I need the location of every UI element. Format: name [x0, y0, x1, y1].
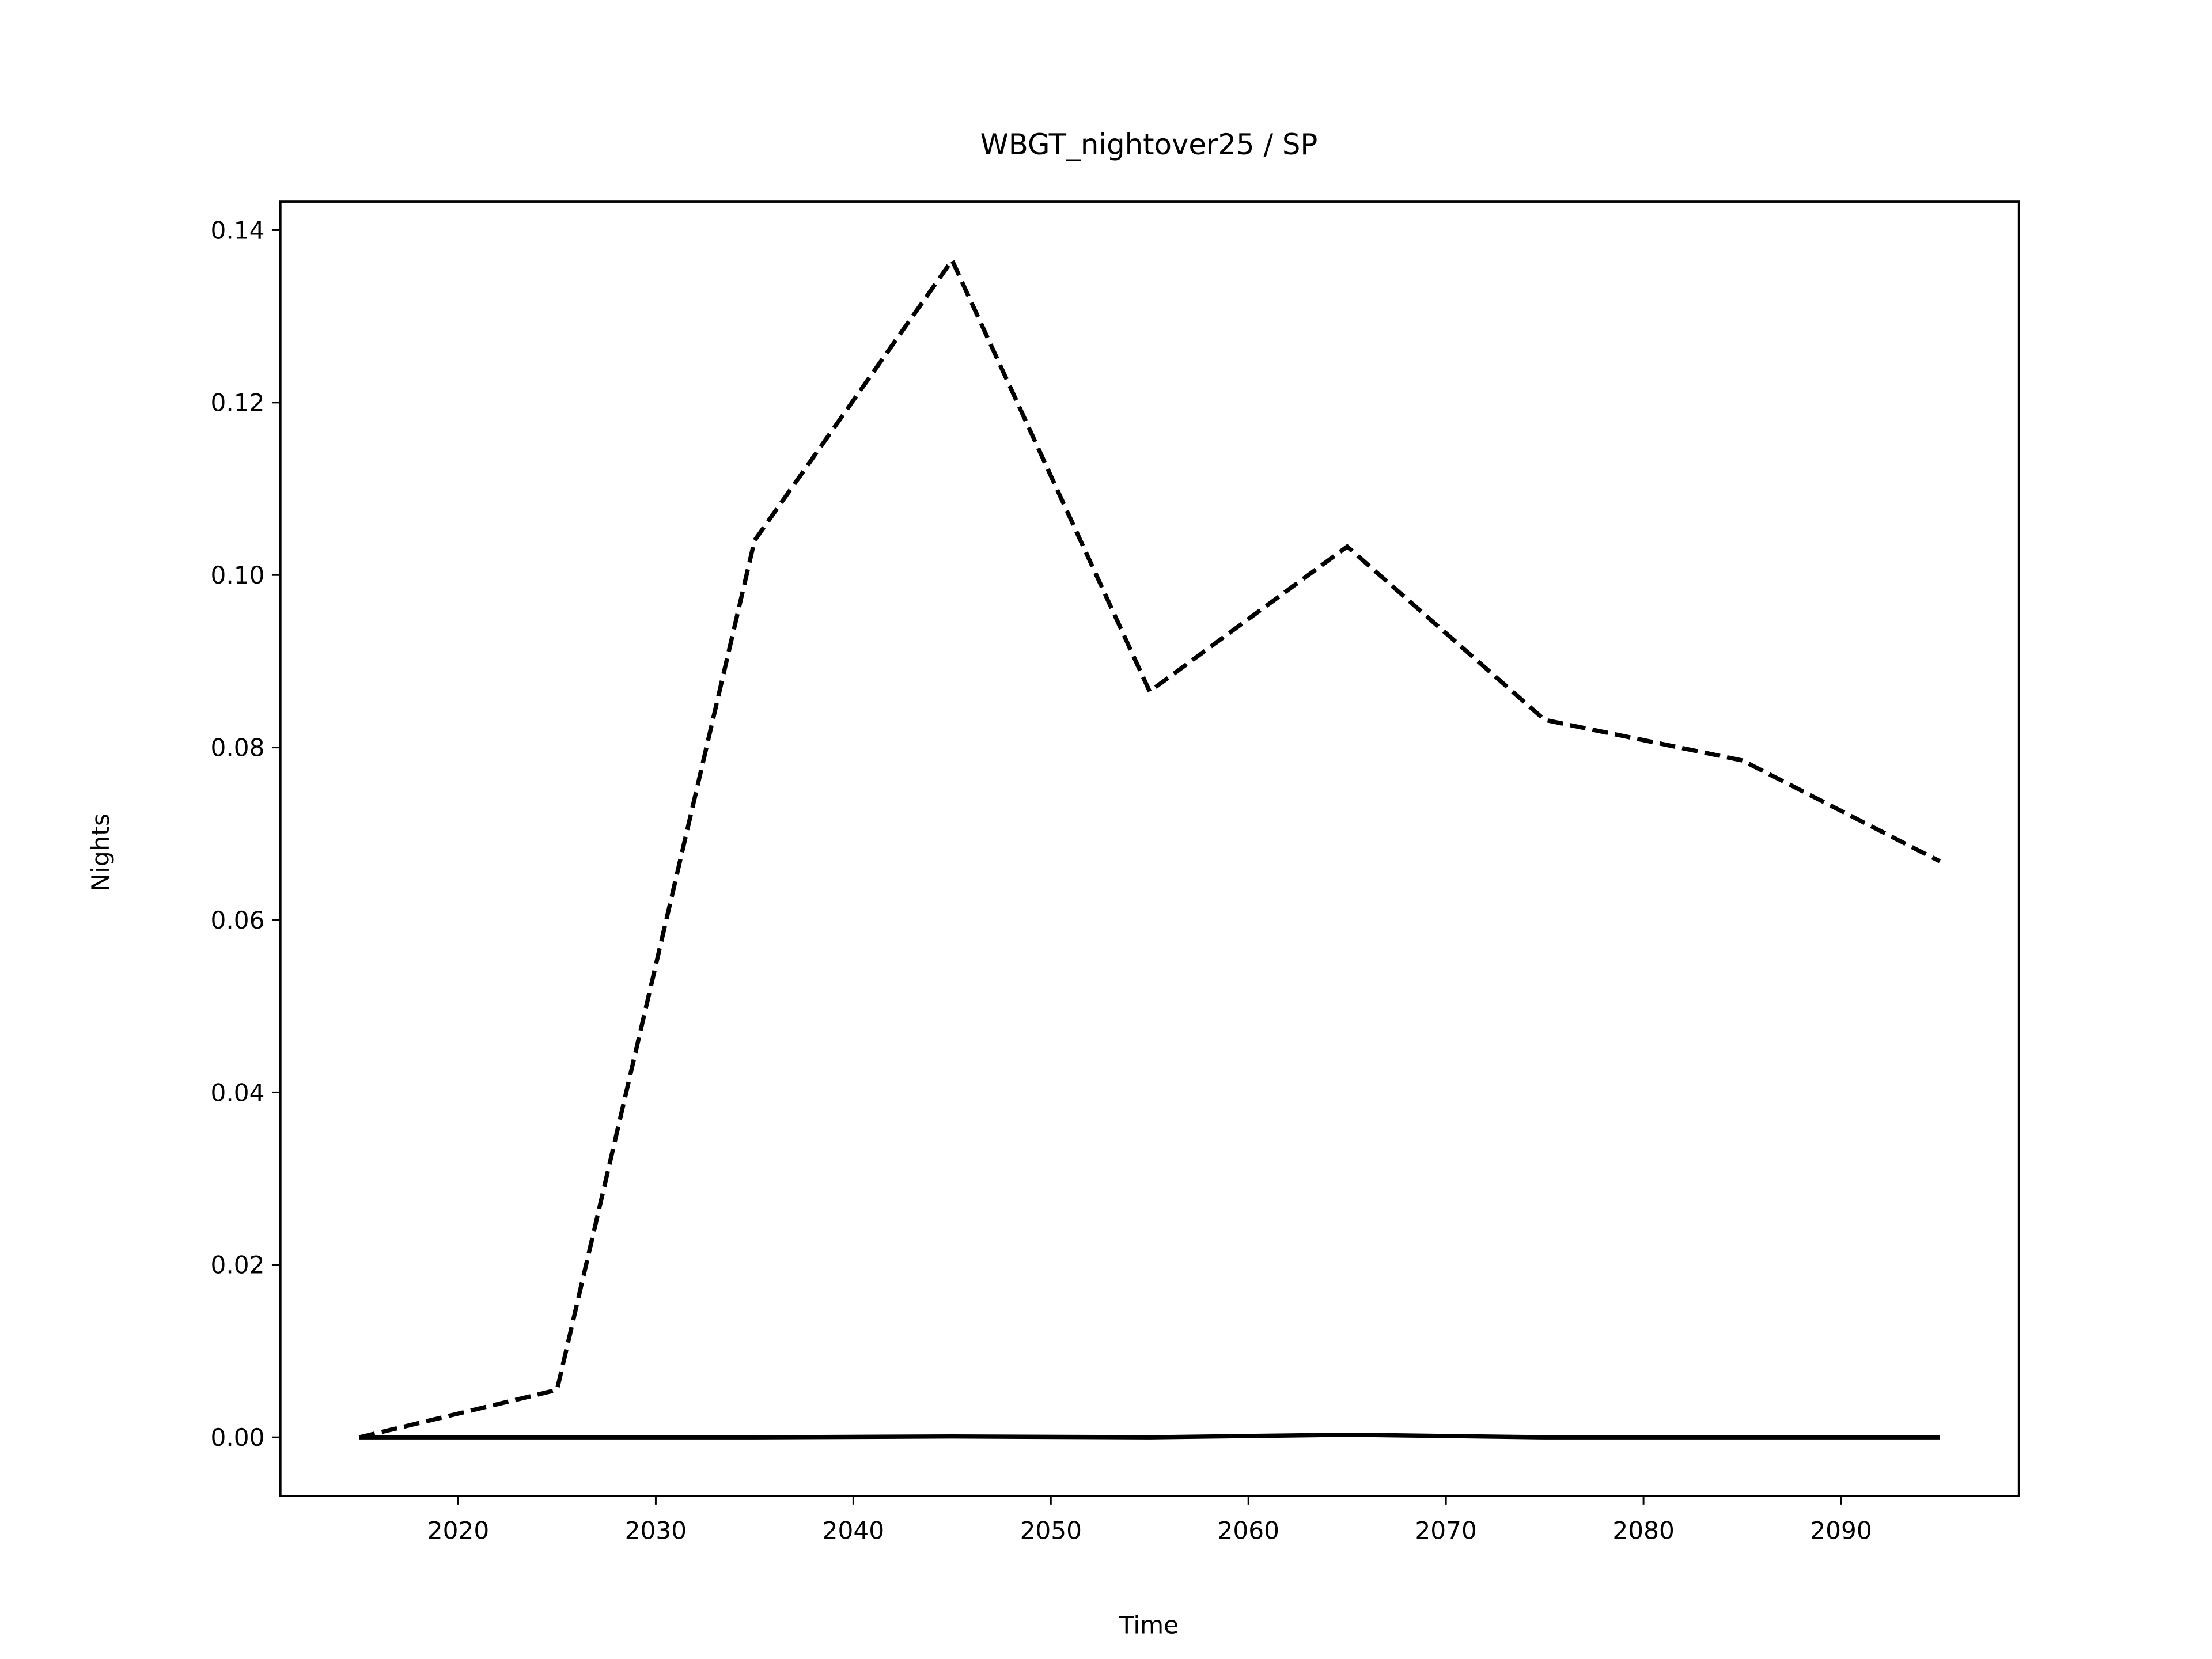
y-tick-label: 0.08 [211, 734, 265, 762]
x-tick-label: 2030 [625, 1516, 687, 1544]
chart-title: WBGT_nightover25 / SP [980, 128, 1318, 161]
x-tick-label: 2020 [427, 1516, 489, 1544]
line-series [359, 1432, 1940, 1440]
y-tick-label: 0.10 [211, 561, 265, 589]
plot-frame [279, 200, 2020, 1497]
y-tick-label: 0.04 [211, 1078, 265, 1107]
x-tick-label: 2070 [1415, 1516, 1476, 1544]
x-tick-label: 2080 [1612, 1516, 1674, 1544]
y-axis-label: Nights [86, 813, 115, 891]
x-tick-label: 2050 [1020, 1516, 1082, 1544]
x-tick-label: 2090 [1810, 1516, 1872, 1544]
y-tick-label: 0.00 [211, 1423, 265, 1452]
y-tick-label: 0.06 [211, 906, 265, 934]
y-tick-label: 0.12 [211, 389, 265, 417]
y-tick-label: 0.02 [211, 1251, 265, 1279]
x-tick-label: 2060 [1218, 1516, 1279, 1544]
x-tick-label: 2040 [823, 1516, 884, 1544]
x-axis-label: Time [1119, 1611, 1179, 1639]
y-tick-label: 0.14 [211, 216, 265, 244]
line-series [359, 256, 1941, 1440]
